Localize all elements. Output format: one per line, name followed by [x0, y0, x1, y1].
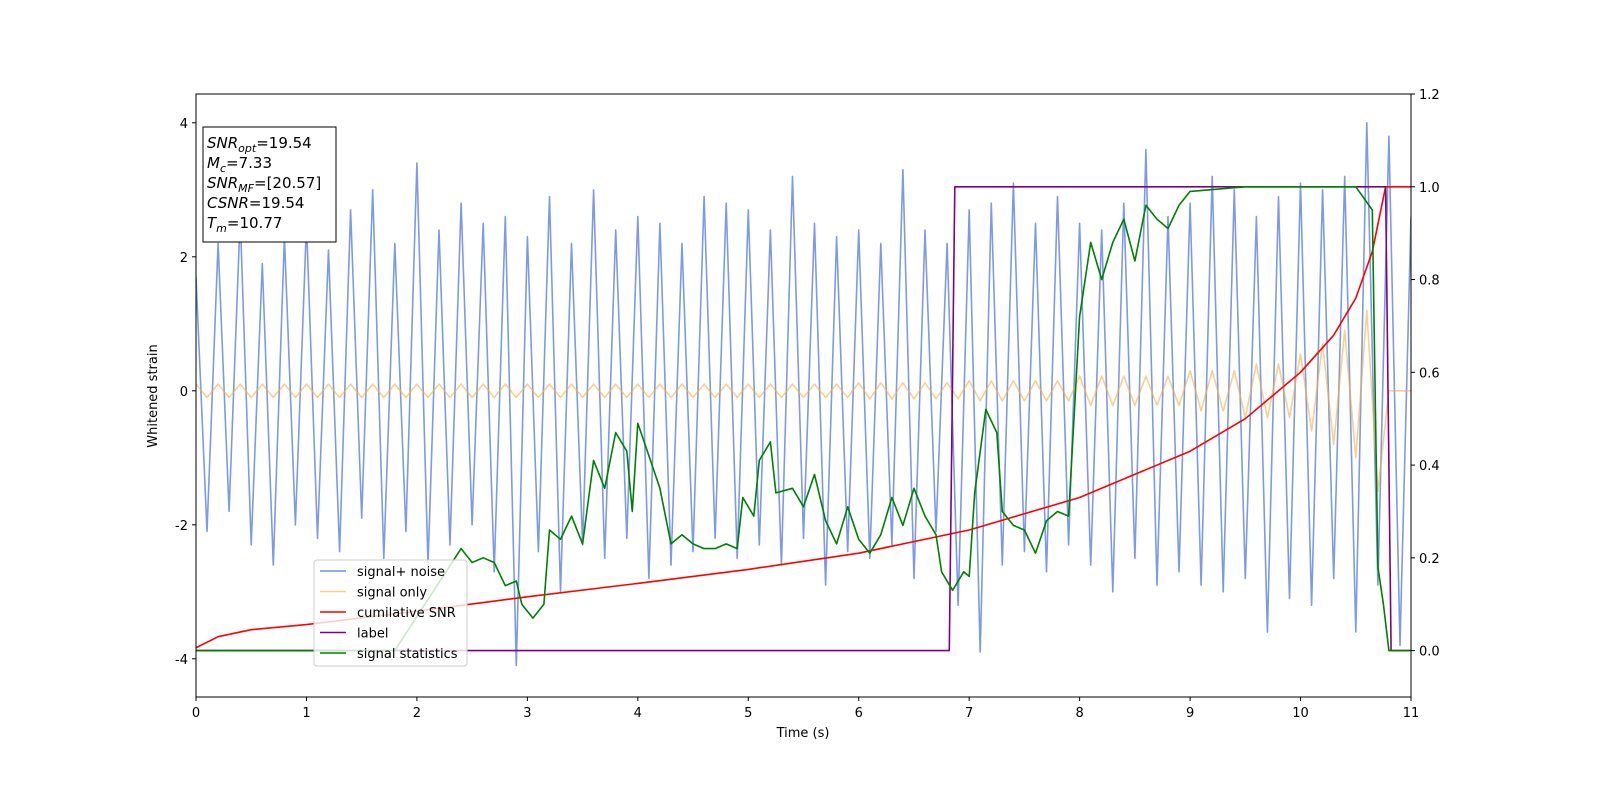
annotation: SNRMF=[20.57] [207, 174, 321, 195]
y2-tick-label: 0.6 [1419, 366, 1440, 381]
legend-label: signal statistics [357, 647, 458, 662]
x-tick-label: 1 [302, 706, 310, 721]
series-line [196, 122, 1411, 667]
annotation-sub: m [216, 222, 227, 235]
legend-box [313, 559, 468, 667]
y-tick-label: 0 [180, 385, 188, 400]
y2-tick-label: 0.2 [1419, 552, 1440, 567]
annotation-sub: MF [238, 182, 254, 195]
axes-frame [195, 93, 1412, 698]
x-tick-label: 7 [965, 706, 973, 721]
series-line [196, 186, 1411, 652]
x-tick-label: 6 [855, 706, 863, 721]
annotation: Mc=7.33 [207, 154, 272, 175]
annotation-sub: opt [238, 142, 257, 155]
y-tick-label: 2 [180, 251, 188, 266]
annotation: Tm=10.77 [207, 214, 282, 235]
legend-label: signal+ noise [357, 565, 445, 580]
series-line [196, 186, 1411, 649]
x-tick-label: 3 [523, 706, 531, 721]
annotation: CSNR=19.54 [207, 194, 304, 212]
annotation-text: =19.54 [249, 194, 305, 212]
legend-label: label [357, 627, 388, 642]
x-tick-label: 11 [1403, 706, 1420, 721]
annotation-symbol: M [207, 154, 220, 172]
y2-tick-label: 0.0 [1419, 645, 1440, 660]
annotation-symbol: T [207, 214, 218, 232]
x-axis-label: Time (s) [776, 726, 830, 741]
x-tick-label: 0 [192, 706, 200, 721]
y-axis-label: Whitened strain [146, 344, 161, 447]
x-tick-label: 9 [1186, 706, 1194, 721]
annotation-text: =[20.57] [254, 174, 321, 192]
y2-tick-label: 1.2 [1419, 88, 1440, 103]
annotation-sub: c [220, 162, 226, 175]
y-tick-label: -2 [175, 519, 188, 534]
y2-tick-label: 1.0 [1419, 181, 1440, 196]
y-tick-label: -4 [175, 653, 188, 668]
annotation-symbol: SNR [207, 174, 238, 192]
y2-tick-label: 0.4 [1419, 459, 1440, 474]
series-line [196, 309, 1411, 493]
annotation-symbol: SNR [207, 134, 238, 152]
annotation-text: =7.33 [226, 154, 272, 172]
x-tick-label: 8 [1075, 706, 1083, 721]
x-tick-label: 10 [1292, 706, 1309, 721]
annotation-text: =10.77 [227, 214, 283, 232]
x-tick-label: 2 [413, 706, 421, 721]
annotation: SNRopt=19.54 [207, 134, 312, 155]
plot-area [196, 122, 1411, 667]
annotation-symbol: CSNR [207, 194, 249, 212]
legend-label: cumilative SNR [357, 606, 456, 621]
y-tick-label: 4 [180, 117, 188, 132]
x-tick-label: 5 [744, 706, 752, 721]
annotation-box [202, 126, 337, 243]
annotation-text: =19.54 [256, 134, 312, 152]
x-tick-label: 4 [634, 706, 642, 721]
y2-tick-label: 0.8 [1419, 274, 1440, 289]
legend-label: signal only [357, 586, 427, 601]
